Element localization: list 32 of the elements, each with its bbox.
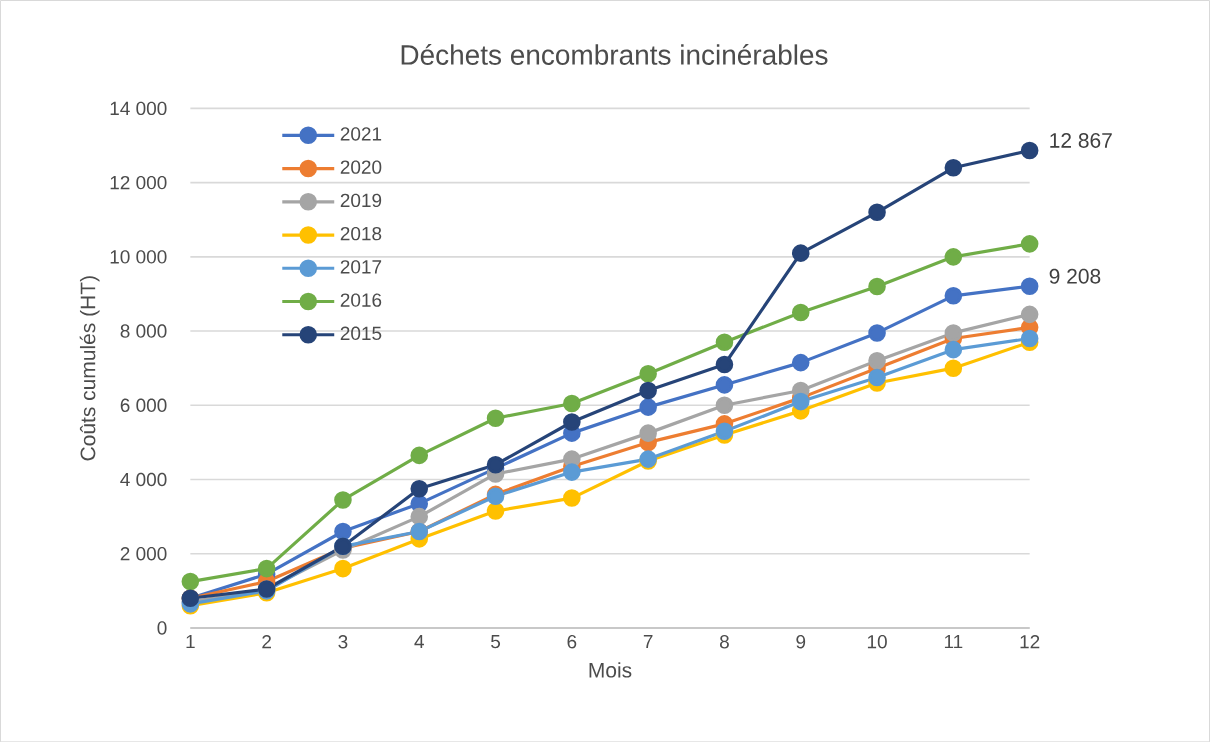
y-tick-label: 4 000 bbox=[120, 472, 167, 487]
x-tick-label: 3 bbox=[338, 634, 348, 649]
x-tick-label: 8 bbox=[719, 634, 729, 649]
x-tick-label: 12 bbox=[1020, 634, 1040, 649]
y-tick-label: 14 000 bbox=[110, 101, 167, 115]
data-label: 9 208 bbox=[1049, 268, 1101, 284]
x-tick-label: 5 bbox=[491, 634, 501, 649]
x-axis-title: Mois bbox=[589, 662, 632, 678]
legend-label: 2019 bbox=[340, 193, 382, 207]
x-tick-label: 10 bbox=[867, 634, 887, 649]
y-tick-label: 12 000 bbox=[110, 175, 167, 190]
legend-label: 2017 bbox=[340, 259, 382, 274]
x-tick-label: 2 bbox=[262, 634, 271, 649]
x-tick-label: 11 bbox=[944, 634, 963, 648]
y-tick-label: 8 000 bbox=[120, 324, 167, 338]
y-tick-label: 0 bbox=[157, 621, 167, 635]
legend-label: 2015 bbox=[340, 326, 382, 340]
y-tick-label: 2 000 bbox=[120, 546, 167, 561]
y-axis-title: Coûts cumulés (HT) bbox=[79, 276, 100, 461]
legend-label: 2018 bbox=[340, 226, 382, 241]
chart-title: Déchets encombrants incinérables bbox=[401, 43, 828, 65]
data-label: 12 867 bbox=[1050, 132, 1112, 148]
legend-label: 2020 bbox=[340, 160, 382, 174]
x-tick-label: 9 bbox=[796, 634, 806, 649]
y-tick-label: 10 000 bbox=[110, 249, 167, 264]
x-tick-label: 7 bbox=[643, 634, 653, 648]
x-tick-label: 4 bbox=[414, 634, 424, 648]
x-tick-label: 6 bbox=[567, 634, 577, 649]
y-tick-label: 6 000 bbox=[120, 398, 167, 412]
x-tick-label: 1 bbox=[186, 634, 195, 648]
legend-label: 2021 bbox=[340, 127, 382, 141]
legend-label: 2016 bbox=[340, 293, 382, 307]
